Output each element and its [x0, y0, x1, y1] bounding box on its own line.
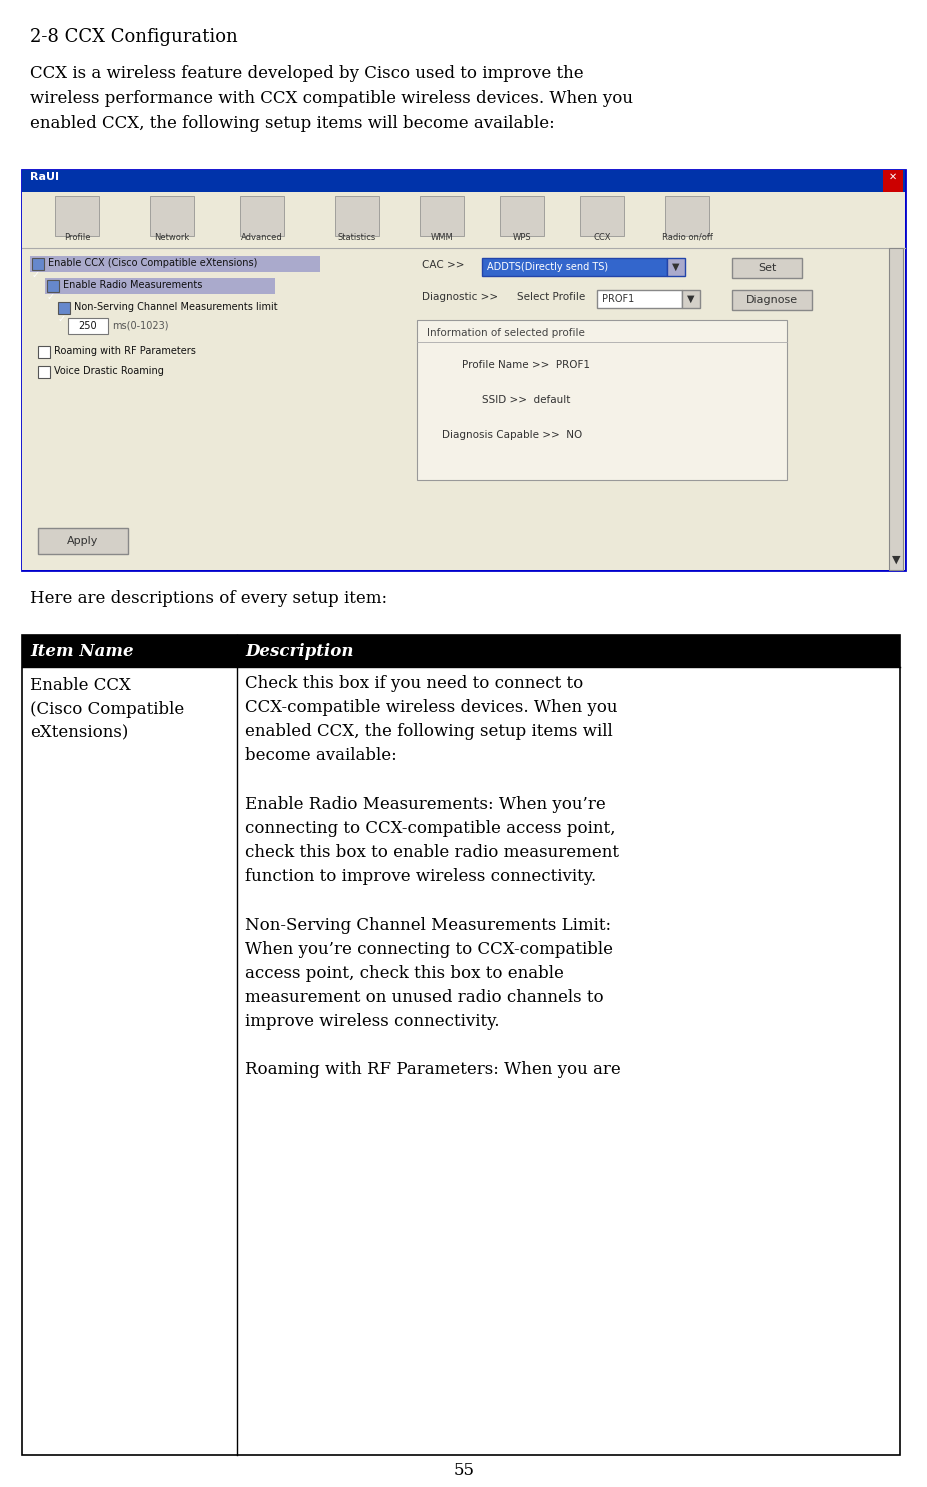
Text: 55: 55	[453, 1462, 474, 1480]
FancyBboxPatch shape	[22, 192, 904, 248]
Text: SSID >>  default: SSID >> default	[481, 396, 570, 404]
Text: Description: Description	[245, 642, 353, 660]
Text: Set: Set	[757, 263, 775, 274]
Text: Diagnose: Diagnose	[745, 294, 797, 305]
FancyBboxPatch shape	[22, 248, 412, 570]
Text: Voice Drastic Roaming: Voice Drastic Roaming	[54, 366, 164, 376]
Text: WPS: WPS	[512, 233, 531, 242]
FancyBboxPatch shape	[22, 635, 899, 668]
Text: WMM: WMM	[430, 233, 453, 242]
Text: ✓: ✓	[32, 271, 40, 280]
Text: Check this box if you need to connect to
CCX-compatible wireless devices. When y: Check this box if you need to connect to…	[245, 675, 620, 1078]
Text: PROF1: PROF1	[602, 294, 633, 303]
FancyBboxPatch shape	[888, 248, 902, 570]
FancyBboxPatch shape	[32, 259, 44, 271]
FancyBboxPatch shape	[150, 196, 194, 236]
Text: Non-Serving Channel Measurements limit: Non-Serving Channel Measurements limit	[74, 302, 277, 312]
Text: Diagnostic >>: Diagnostic >>	[422, 291, 498, 302]
Text: Statistics: Statistics	[337, 233, 375, 242]
FancyBboxPatch shape	[38, 528, 128, 555]
Text: Profile: Profile	[64, 233, 90, 242]
Text: Apply: Apply	[68, 535, 98, 546]
Text: Profile Name >>  PROF1: Profile Name >> PROF1	[462, 360, 590, 370]
Text: ✕: ✕	[888, 172, 896, 181]
Text: Network: Network	[154, 233, 189, 242]
Text: Enable Radio Measurements: Enable Radio Measurements	[63, 280, 202, 290]
FancyBboxPatch shape	[38, 366, 50, 378]
FancyBboxPatch shape	[420, 196, 464, 236]
Text: 2-8 CCX Configuration: 2-8 CCX Configuration	[30, 28, 237, 46]
FancyBboxPatch shape	[335, 196, 378, 236]
Text: ▼: ▼	[687, 294, 694, 303]
FancyBboxPatch shape	[47, 280, 59, 291]
Text: Here are descriptions of every setup item:: Here are descriptions of every setup ite…	[30, 590, 387, 607]
FancyBboxPatch shape	[412, 248, 904, 570]
FancyBboxPatch shape	[22, 170, 904, 570]
Text: Enable CCX (Cisco Compatible eXtensions): Enable CCX (Cisco Compatible eXtensions)	[48, 259, 257, 268]
Text: CCX is a wireless feature developed by Cisco used to improve the
wireless perfor: CCX is a wireless feature developed by C…	[30, 65, 632, 132]
FancyBboxPatch shape	[500, 196, 543, 236]
FancyBboxPatch shape	[38, 346, 50, 358]
Text: ▼: ▼	[671, 262, 679, 272]
Text: RaUI: RaUI	[30, 172, 59, 181]
FancyBboxPatch shape	[240, 196, 284, 236]
Text: ms(0-1023): ms(0-1023)	[112, 321, 169, 332]
FancyBboxPatch shape	[68, 318, 108, 335]
FancyBboxPatch shape	[665, 196, 708, 236]
FancyBboxPatch shape	[44, 278, 274, 294]
Text: Radio on/off: Radio on/off	[661, 233, 712, 242]
Text: Diagnosis Capable >>  NO: Diagnosis Capable >> NO	[441, 430, 581, 440]
Text: Enable CCX
(Cisco Compatible
eXtensions): Enable CCX (Cisco Compatible eXtensions)	[30, 677, 184, 741]
FancyBboxPatch shape	[57, 302, 70, 314]
FancyBboxPatch shape	[481, 259, 667, 277]
FancyBboxPatch shape	[579, 196, 623, 236]
Text: ✓: ✓	[47, 291, 55, 302]
Text: CCX: CCX	[592, 233, 610, 242]
FancyBboxPatch shape	[30, 256, 320, 272]
FancyBboxPatch shape	[681, 290, 699, 308]
Text: ADDTS(Directly send TS): ADDTS(Directly send TS)	[487, 262, 607, 272]
Text: 250: 250	[79, 321, 97, 332]
Text: ▼: ▼	[891, 555, 899, 565]
FancyBboxPatch shape	[22, 170, 904, 192]
Text: Select Profile: Select Profile	[516, 291, 585, 302]
Text: ✓: ✓	[57, 314, 66, 324]
Text: Advanced: Advanced	[241, 233, 283, 242]
Text: Information of selected profile: Information of selected profile	[426, 329, 584, 338]
Text: Item Name: Item Name	[30, 642, 133, 660]
FancyBboxPatch shape	[596, 290, 681, 308]
FancyBboxPatch shape	[22, 635, 899, 1454]
FancyBboxPatch shape	[416, 320, 786, 480]
Text: CAC >>: CAC >>	[422, 260, 464, 271]
Text: Roaming with RF Parameters: Roaming with RF Parameters	[54, 346, 196, 355]
FancyBboxPatch shape	[667, 259, 684, 277]
FancyBboxPatch shape	[731, 259, 801, 278]
FancyBboxPatch shape	[55, 196, 99, 236]
FancyBboxPatch shape	[731, 290, 811, 309]
FancyBboxPatch shape	[883, 170, 902, 192]
